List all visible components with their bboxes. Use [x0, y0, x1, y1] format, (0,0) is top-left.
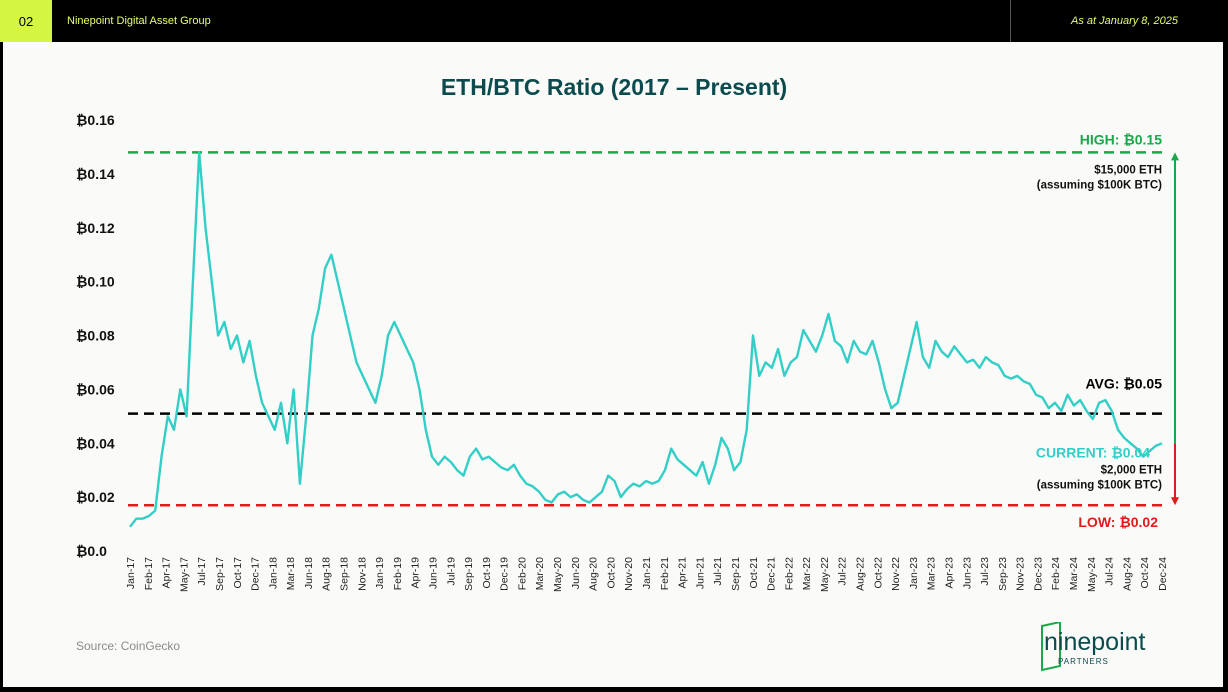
as-at-date: As at January 8, 2025 [1070, 15, 1178, 27]
x-tick-label: Jul-17 [196, 557, 208, 586]
x-tick-label: Sep-18 [339, 557, 351, 591]
high-note-2: (assuming $100K BTC) [1037, 179, 1162, 191]
header-divider [1010, 0, 1011, 42]
x-tick-label: Apr-21 [677, 557, 689, 589]
source-note: Source: CoinGecko [76, 639, 181, 653]
range-arrows [1171, 152, 1179, 506]
ninepoint-logo: ninepoint PARTNERS [1041, 622, 1146, 672]
x-tick-label: Jul-24 [1104, 557, 1116, 586]
x-tick-label: Aug-18 [321, 557, 333, 591]
reference-lines [128, 151, 1162, 507]
logo-sub: PARTNERS [1058, 657, 1109, 666]
x-tick-label: Mar-20 [534, 557, 546, 590]
down-arrow-icon [1171, 497, 1179, 506]
x-tick-label: Jul-21 [712, 557, 724, 586]
x-tick-label: Jan-23 [908, 557, 920, 589]
x-tick-label: Feb-24 [1050, 557, 1062, 590]
logo-word: ninepoint [1044, 628, 1146, 656]
chart-title: ETH/BTC Ratio (2017 – Present) [440, 74, 788, 100]
x-tick-label: Jul-19 [445, 557, 457, 586]
y-tick-label: ₿0.06 [76, 381, 115, 397]
x-tick-label: Jul-22 [837, 557, 849, 586]
x-tick-label: Jan-19 [374, 557, 386, 589]
series-line [129, 151, 1163, 528]
x-tick-label: Aug-22 [855, 557, 867, 591]
current-label: CURRENT: ₿0.04 [1036, 444, 1150, 460]
x-tick-label: Mar-24 [1068, 557, 1080, 590]
x-tick-label: Feb-19 [392, 557, 404, 590]
x-tick-label: Oct-21 [748, 557, 760, 589]
page-number: 02 [0, 0, 52, 42]
x-tick-label: Oct-24 [1139, 557, 1151, 589]
x-tick-label: Dec-21 [766, 557, 778, 591]
x-tick-label: Dec-23 [1032, 557, 1044, 591]
annotations: HIGH: ₿0.15 $15,000 ETH (assuming $100K BT… [1036, 131, 1162, 530]
x-axis: Jan-17 Feb-17 Apr-17 May-17 Jul-17 Sep-17 Oct-… [125, 557, 1169, 592]
x-tick-label: Feb-17 [143, 557, 155, 590]
x-tick-label: Sep-19 [463, 557, 475, 591]
x-tick-label: May-20 [552, 557, 564, 592]
x-tick-label: Nov-23 [1015, 557, 1027, 591]
x-tick-label: Jan-17 [125, 557, 137, 589]
x-tick-label: Nov-22 [890, 557, 902, 591]
x-tick-label: May-24 [1086, 557, 1098, 592]
x-tick-label: Apr-17 [161, 557, 173, 589]
current-note-2: (assuming $100K BTC) [1037, 479, 1162, 491]
avg-label: AVG: ₿0.05 [1085, 376, 1162, 392]
high-note-1: $15,000 ETH [1094, 164, 1162, 176]
x-tick-label: Aug-24 [1121, 557, 1133, 591]
y-axis: ₿0.16 ₿0.14 ₿0.12 ₿0.10 ₿0.08 ₿0.06 ₿0.04 ₿0.02… [76, 112, 115, 559]
x-tick-label: Sep-21 [730, 557, 742, 591]
x-tick-label: Feb-20 [516, 557, 528, 590]
x-tick-label: Feb-21 [659, 557, 671, 590]
y-tick-label: ₿0.14 [76, 166, 115, 182]
x-tick-label: Jul-23 [979, 557, 991, 586]
x-tick-label: Jan-21 [641, 557, 653, 589]
y-tick-label: ₿0.04 [76, 435, 115, 451]
x-tick-label: May-17 [178, 557, 190, 592]
x-tick-label: Oct-20 [605, 557, 617, 589]
x-tick-label: Apr-19 [410, 557, 422, 589]
logo-mark-icon [1041, 622, 1061, 672]
y-tick-label: ₿0.08 [76, 328, 115, 344]
x-tick-label: Dec-17 [250, 557, 262, 591]
up-arrow-icon [1171, 152, 1179, 161]
x-tick-label: Oct-19 [481, 557, 493, 589]
x-tick-label: Sep-23 [997, 557, 1009, 591]
x-tick-label: May-22 [819, 557, 831, 592]
x-tick-label: Oct-17 [232, 557, 244, 589]
x-tick-label: Jun-23 [961, 557, 973, 589]
x-tick-label: Sep-17 [214, 557, 226, 591]
x-tick-label: Nov-20 [623, 557, 635, 591]
content-panel [3, 42, 1223, 687]
x-tick-label: Jan-18 [267, 557, 279, 589]
y-tick-label: ₿0.10 [76, 274, 115, 290]
y-tick-label: ₿0.16 [76, 112, 115, 128]
x-tick-label: Jun-20 [570, 557, 582, 589]
high-label: HIGH: ₿0.15 [1080, 131, 1162, 147]
x-tick-label: Jun-19 [427, 557, 439, 589]
x-tick-label: Jun-18 [303, 557, 315, 589]
x-tick-label: Apr-23 [943, 557, 955, 589]
x-tick-label: Jun-21 [694, 557, 706, 589]
current-note-1: $2,000 ETH [1101, 464, 1162, 476]
x-tick-label: Dec-24 [1157, 557, 1169, 591]
x-tick-label: Mar-23 [926, 557, 938, 590]
x-tick-label: Aug-20 [588, 557, 600, 591]
x-tick-label: Mar-18 [285, 557, 297, 590]
x-tick-label: Feb-22 [783, 557, 795, 590]
y-tick-label: ₿0.12 [76, 220, 115, 236]
header-bar: 02 Ninepoint Digital Asset Group As at J… [0, 0, 1228, 42]
y-tick-label: ₿0.0 [76, 543, 107, 559]
x-tick-label: Mar-22 [801, 557, 813, 590]
low-label: LOW: ₿0.02 [1078, 514, 1158, 530]
x-tick-label: Dec-19 [499, 557, 511, 591]
org-name: Ninepoint Digital Asset Group [67, 15, 211, 27]
x-tick-label: Nov-18 [356, 557, 368, 591]
y-tick-label: ₿0.02 [76, 489, 115, 505]
x-tick-label: Oct-22 [872, 557, 884, 589]
